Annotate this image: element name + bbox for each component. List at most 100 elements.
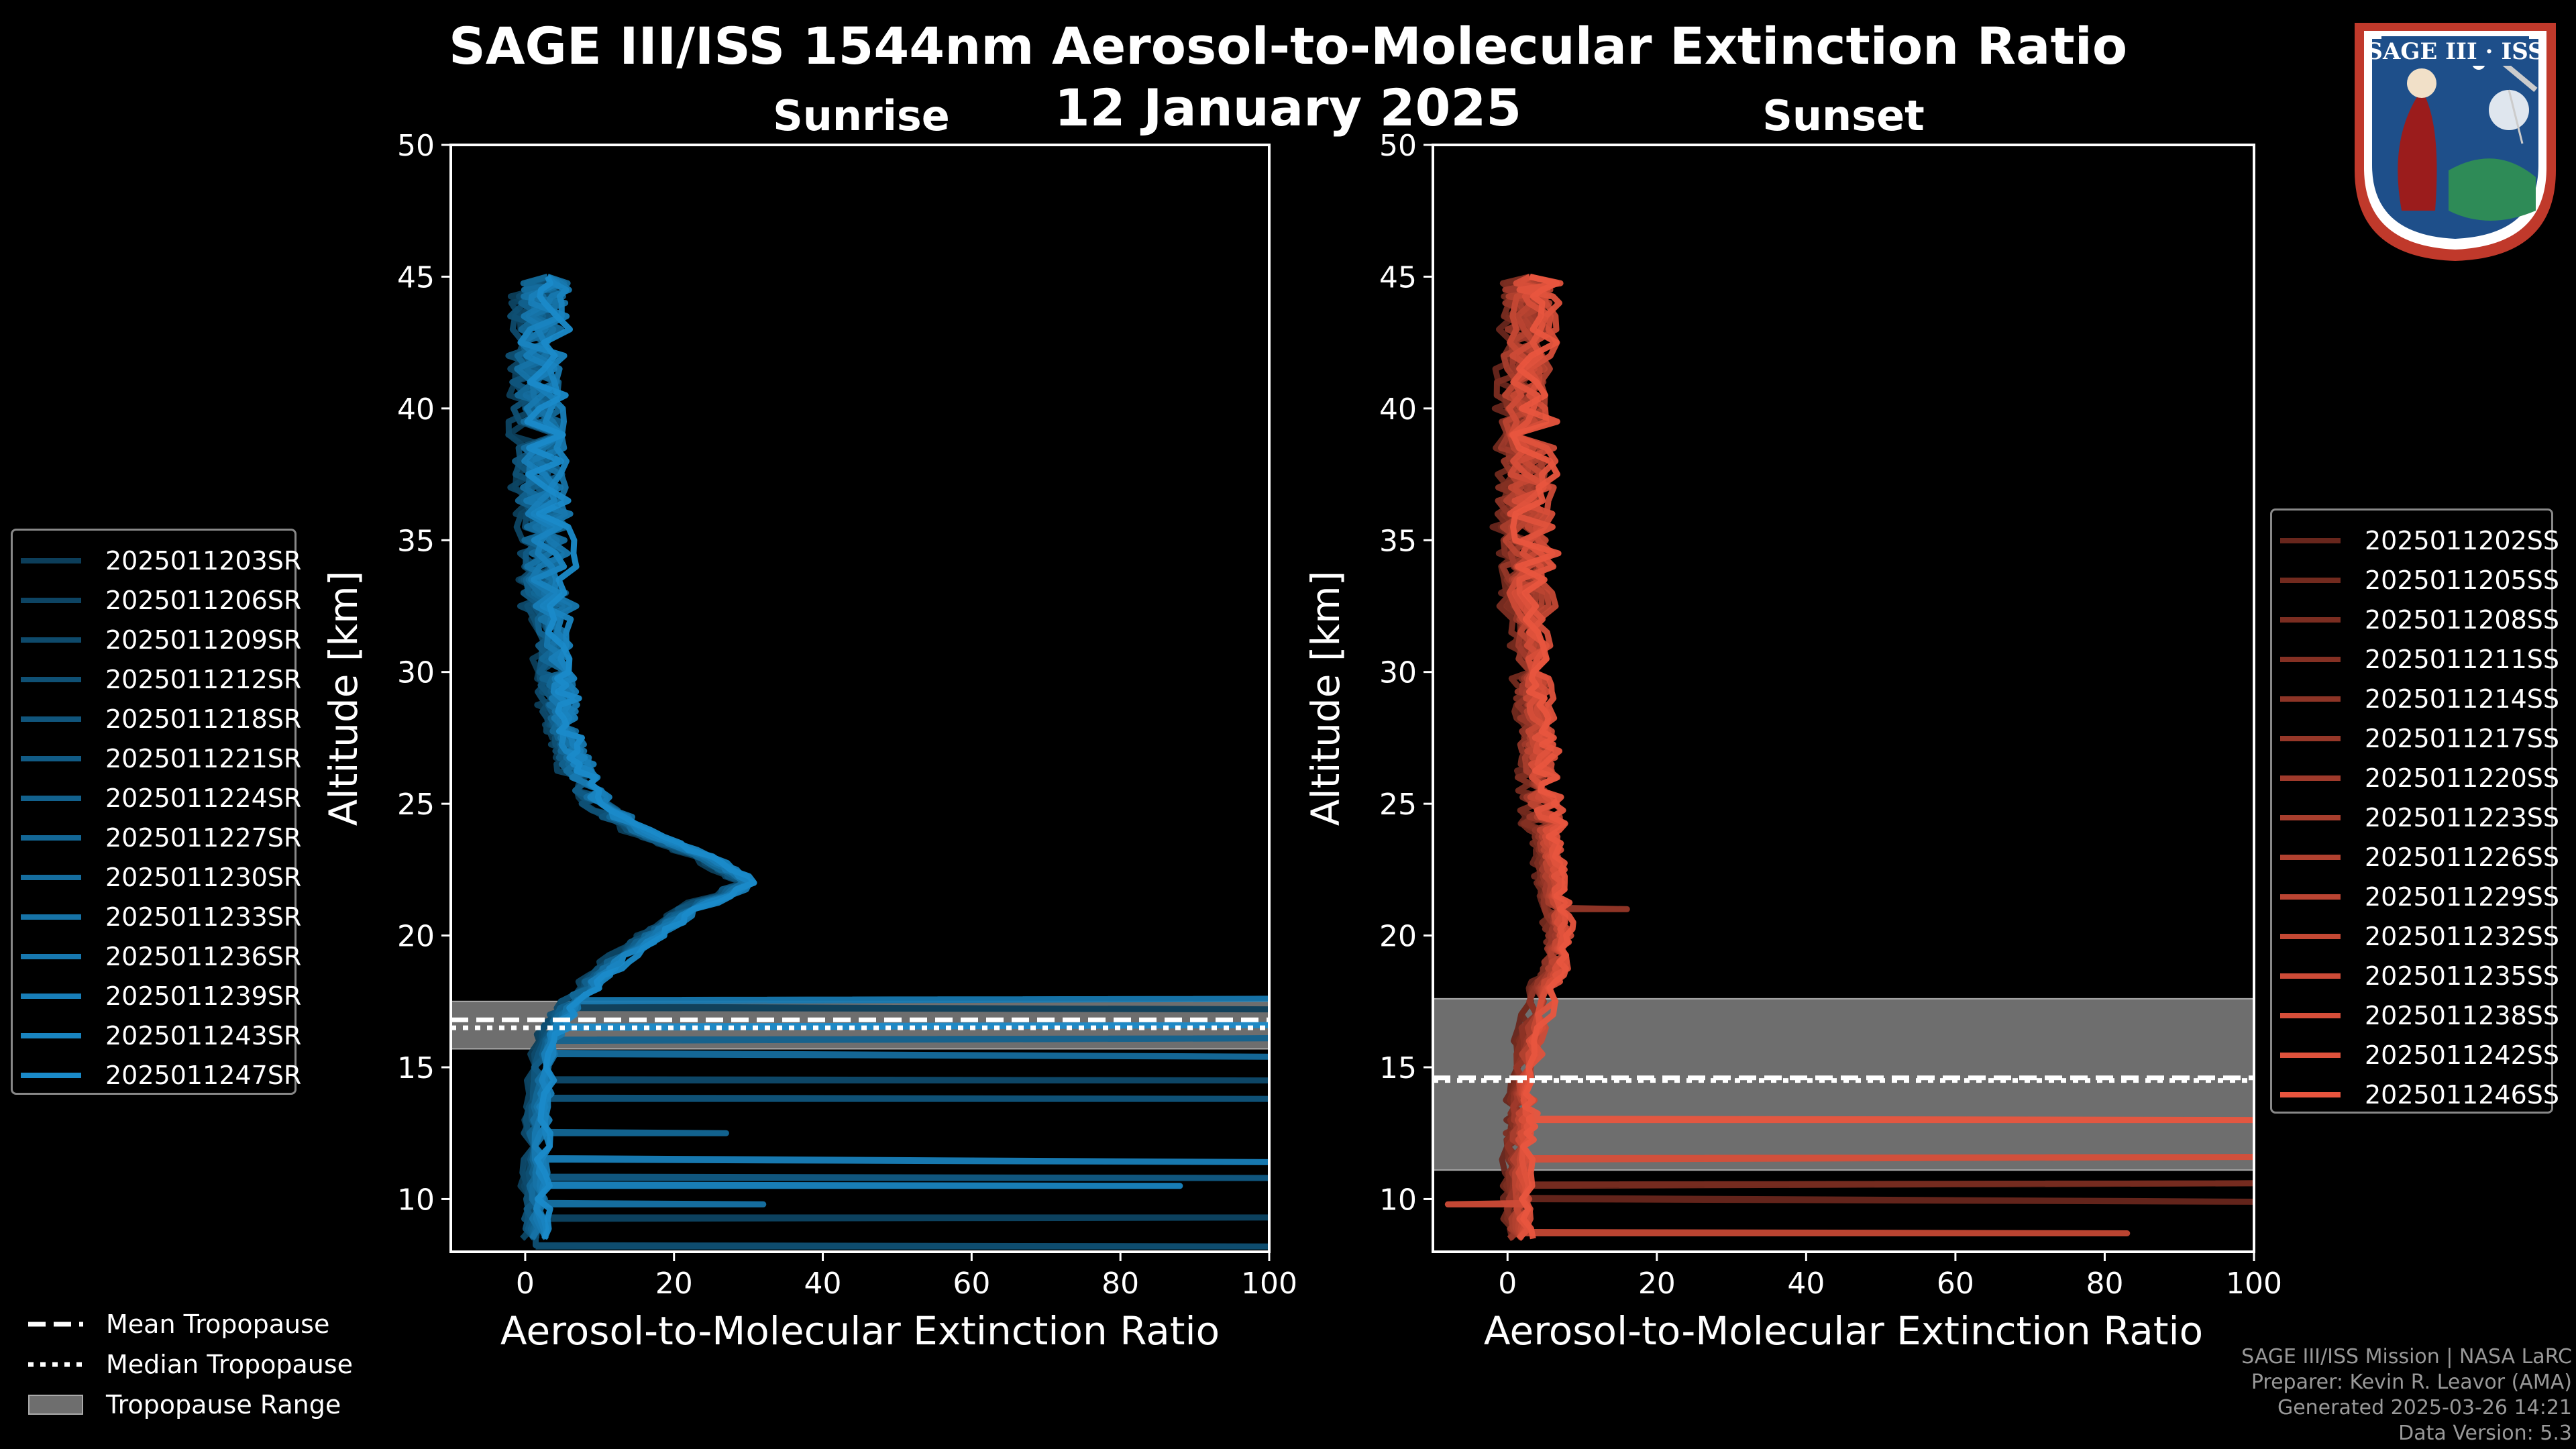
profile-2025011209SR: [509, 274, 1269, 1239]
legend-item: 2025011227SR: [13, 818, 301, 857]
credit-version: Data Version: 5.3: [2398, 1421, 2572, 1445]
legend-item: 2025011217SS: [2272, 719, 2559, 758]
legend-swatch: [2280, 617, 2341, 623]
x-tick-label: 40: [804, 1267, 842, 1301]
legend-label: 2025011232SS: [2365, 922, 2560, 951]
legend-label: 2025011233SR: [105, 902, 302, 932]
legend-item: 2025011236SR: [13, 937, 301, 976]
legend-item: 2025011246SS: [2272, 1075, 2559, 1114]
legend-label: 2025011236SR: [105, 942, 302, 971]
legend-label: 2025011211SS: [2365, 645, 2560, 674]
legend-item: 2025011229SS: [2272, 877, 2559, 916]
legend-label: 2025011229SS: [2365, 882, 2560, 912]
legend-item: 2025011230SR: [13, 858, 301, 897]
legend-item: 2025011218SR: [13, 700, 301, 739]
sage-logo: SAGE III · ISS: [2341, 9, 2569, 264]
legend-item: 2025011238SS: [2272, 996, 2559, 1035]
legend-swatch: [21, 598, 81, 603]
y-tick-label: 35: [397, 524, 435, 558]
plot-frame: [1432, 144, 2255, 1253]
legend-median-tropopause: Median Tropopause: [25, 1350, 353, 1379]
legend-swatch: [21, 835, 81, 841]
legend-mean-tropopause: Mean Tropopause: [25, 1309, 329, 1339]
legend-label: 2025011239SR: [105, 981, 302, 1011]
legend-item: 2025011209SR: [13, 621, 301, 659]
legend-swatch: [2280, 578, 2341, 583]
sunrise-plot: 0 20 40 60 80 100 10 15 20 25 30 35 40 45 50 Aerosol-to…: [321, 129, 1297, 1354]
figure-title-line2: 12 January 2025: [1054, 78, 1522, 138]
x-tick-label: 60: [953, 1267, 990, 1301]
legend-label: 2025011246SS: [2365, 1080, 2560, 1110]
y-tick-label: 30: [1379, 656, 1417, 690]
y-axis-label: Altitude [km]: [321, 571, 366, 826]
credit-mission: SAGE III/ISS Mission | NASA LaRC: [2241, 1345, 2572, 1368]
x-tick-label: 0: [516, 1267, 535, 1301]
x-tick-label: 60: [1937, 1267, 1974, 1301]
legend-label: 2025011247SR: [105, 1061, 302, 1090]
profile-2025011218SR: [509, 274, 1269, 1241]
y-axis-label: Altitude [km]: [1303, 571, 1348, 826]
y-tick-label: 20: [1379, 920, 1417, 954]
legend-swatch: [2280, 1013, 2341, 1018]
legend-label: 2025011214SS: [2365, 684, 2560, 714]
legend-label: 2025011230SR: [105, 863, 302, 892]
x-tick-label: 20: [655, 1267, 693, 1301]
legend-swatch: [2280, 934, 2341, 939]
plot-frame: [449, 144, 1271, 1253]
y-tick-label: 10: [397, 1183, 435, 1217]
legend-label: 2025011242SS: [2365, 1040, 2560, 1070]
legend-swatch: [21, 756, 81, 761]
legend-item: 2025011226SS: [2272, 838, 2559, 877]
median-dot-swatch: [28, 1362, 83, 1367]
legend-label: 2025011218SR: [105, 704, 302, 734]
legend-swatch: [2280, 815, 2341, 820]
y-tick-label: 30: [397, 656, 435, 690]
legend-swatch: [21, 1073, 81, 1078]
legend-swatch: [21, 994, 81, 999]
credits-block: SAGE III/ISS Mission | NASA LaRC Prepare…: [2241, 1344, 2572, 1446]
legend-label: 2025011220SS: [2365, 763, 2560, 793]
profile-2025011203SR: [505, 276, 1269, 1241]
legend-label: 2025011235SS: [2365, 961, 2560, 991]
legend-swatch: [2280, 894, 2341, 900]
x-tick-label: 100: [1241, 1267, 1297, 1301]
y-tick-label: 50: [397, 129, 435, 163]
legend-label: 2025011227SR: [105, 823, 302, 853]
legend-swatch: [21, 558, 81, 564]
legend-item: 2025011214SS: [2272, 680, 2559, 718]
legend-label: 2025011226SS: [2365, 843, 2560, 872]
sunrise-legend: 2025011203SR 2025011206SR 2025011209SR 2025…: [11, 529, 301, 1095]
y-tick-label: 35: [1379, 524, 1417, 558]
legend-swatch: [2280, 736, 2341, 741]
profile-2025011236SR: [518, 274, 1269, 1240]
y-tick-label: 25: [397, 788, 435, 822]
profile-2025011243SR: [517, 274, 1183, 1239]
legend-item: 2025011242SS: [2272, 1036, 2559, 1075]
legend-item: 2025011224SR: [13, 779, 301, 818]
legend-label: 2025011243SR: [105, 1021, 302, 1051]
legend-item: 2025011247SR: [13, 1056, 301, 1095]
legend-label: 2025011238SS: [2365, 1001, 2560, 1030]
legend-item: 2025011206SR: [13, 581, 301, 620]
x-tick-label: 0: [1498, 1267, 1517, 1301]
credit-generated: Generated 2025-03-26 14:21: [2277, 1396, 2572, 1419]
legend-swatch: [21, 914, 81, 920]
legend-label: 2025011221SR: [105, 744, 302, 773]
legend-label: 2025011206SR: [105, 586, 302, 615]
legend-mean-label: Mean Tropopause: [106, 1309, 330, 1339]
legend-tropopause-range: Tropopause Range: [25, 1390, 341, 1419]
legend-label: 2025011224SR: [105, 784, 302, 813]
legend-item: 2025011220SS: [2272, 759, 2559, 798]
legend-swatch: [21, 875, 81, 880]
x-tick-label: 20: [1638, 1267, 1676, 1301]
range-swatch: [28, 1395, 83, 1415]
y-tick-label: 15: [1379, 1051, 1417, 1085]
y-tick-label: 25: [1379, 788, 1417, 822]
legend-swatch: [2280, 1092, 2341, 1097]
profile-lines: [505, 274, 1269, 1250]
legend-item: 2025011223SS: [2272, 798, 2559, 837]
legend-item: 2025011243SR: [13, 1016, 301, 1055]
mean-dash-swatch: [28, 1322, 83, 1327]
legend-swatch: [2280, 696, 2341, 702]
